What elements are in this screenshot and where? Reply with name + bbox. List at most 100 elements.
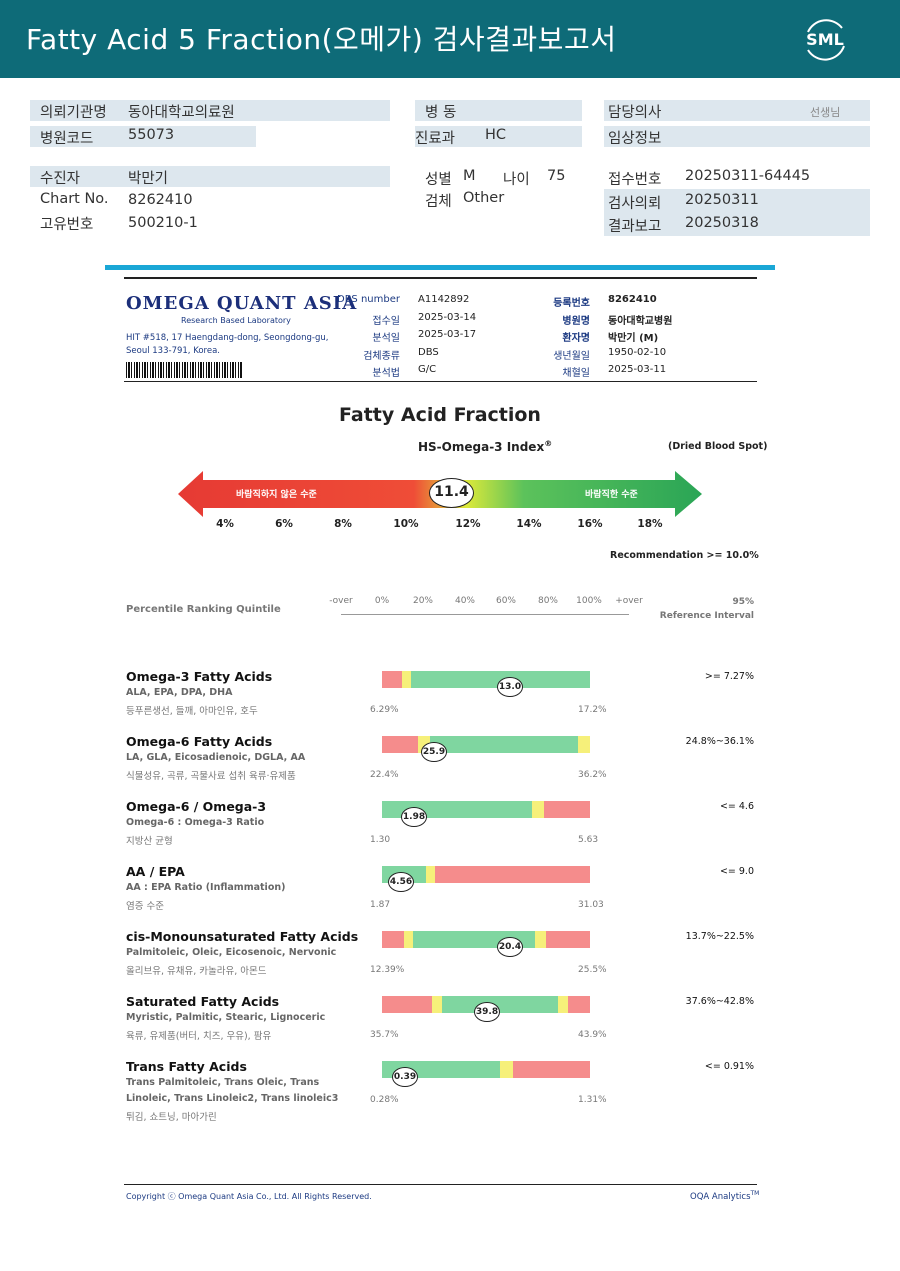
bar-segment bbox=[426, 866, 435, 883]
range-min: 35.7% bbox=[370, 1030, 399, 1040]
range-min: 12.39% bbox=[370, 965, 405, 975]
report-value: 20250318 bbox=[685, 215, 759, 231]
bar-segment bbox=[435, 866, 590, 883]
lab-meta-label: 환자명 bbox=[562, 333, 590, 344]
bar-segment bbox=[442, 996, 558, 1013]
lab-meta-value: 2025-03-17 bbox=[418, 329, 477, 340]
bar-segment bbox=[535, 931, 546, 948]
row-subtitle: Omega-6 : Omega-3 Ratio bbox=[126, 817, 265, 828]
sample-type: (Dried Blood Spot) bbox=[668, 441, 768, 452]
index-tick-label: 18% bbox=[637, 518, 663, 530]
range-max: 36.2% bbox=[578, 770, 607, 780]
lab-bottom-rule bbox=[124, 381, 757, 382]
range-min: 22.4% bbox=[370, 770, 399, 780]
row-foods: 염증 수준 bbox=[126, 901, 164, 912]
age-value: 75 bbox=[547, 168, 566, 184]
footer-brand-sup: TM bbox=[750, 1190, 760, 1197]
patient-label: 수진자 bbox=[40, 171, 81, 187]
bar-segment bbox=[546, 931, 590, 948]
lab-meta-label: 검체종류 bbox=[363, 350, 400, 362]
doctor-label: 담당의사 bbox=[608, 105, 662, 121]
reference-interval: >= 7.27% bbox=[704, 671, 754, 682]
patient-value: 박만기 bbox=[128, 171, 169, 187]
specimen-value: Other bbox=[463, 190, 505, 206]
request-label: 검사의뢰 bbox=[608, 196, 662, 212]
report-title: Fatty Acid 5 Fraction(오메가) 검사결과보고서 bbox=[26, 23, 617, 56]
request-value: 20250311 bbox=[685, 192, 759, 208]
range-min: 6.29% bbox=[370, 705, 399, 715]
bar-segment bbox=[578, 736, 590, 753]
copyright: Copyright ⓒ Omega Quant Asia Co., Ltd. A… bbox=[126, 1192, 372, 1201]
hospital-code-value: 55073 bbox=[128, 127, 175, 143]
bad-level-label: 바람직하지 않은 수준 bbox=[236, 490, 317, 500]
percentile-tick-label: 20% bbox=[412, 596, 433, 606]
lab-meta-value: A1142892 bbox=[418, 294, 470, 305]
lab-meta-label: DBS number bbox=[337, 294, 400, 305]
row-subtitle: Palmitoleic, Oleic, Eicosenoic, Nervonic bbox=[126, 947, 337, 958]
good-level-label: 바람직한 수준 bbox=[585, 490, 638, 500]
unique-label: 고유번호 bbox=[40, 217, 94, 233]
percentile-label: Percentile Ranking Quintile bbox=[126, 604, 281, 615]
bar-segment bbox=[382, 931, 404, 948]
chart-value: 8262410 bbox=[128, 192, 193, 208]
bar-segment bbox=[432, 996, 442, 1013]
value-marker: 25.9 bbox=[421, 742, 447, 762]
percentile-tick-label: 40% bbox=[454, 596, 475, 606]
percentile-bar: 4.56 bbox=[382, 866, 590, 892]
bar-segment bbox=[568, 996, 590, 1013]
lab-address-1: HIT #518, 17 Haengdang-dong, Seongdong-g… bbox=[126, 333, 329, 343]
dept-label: 진료과 bbox=[415, 131, 456, 147]
sml-logo-text: SML bbox=[806, 30, 844, 49]
sex-label: 성별 bbox=[425, 172, 452, 188]
footer-rule bbox=[124, 1184, 757, 1185]
oqa-logo: OMEGA QUANT ASIA bbox=[126, 293, 358, 314]
dept-pill bbox=[415, 126, 582, 147]
range-min: 1.87 bbox=[370, 900, 391, 910]
reference-interval: <= 4.6 bbox=[719, 801, 754, 812]
index-value-marker: 11.4 bbox=[429, 478, 474, 508]
lab-top-rule bbox=[124, 277, 757, 279]
row-foods: 올리브유, 유채유, 카놀라유, 아몬드 bbox=[126, 966, 267, 977]
row-subtitle: ALA, EPA, DPA, DHA bbox=[126, 687, 233, 698]
row-foods: 식물성유, 곡류, 곡물사료 섭취 육류·유제품 bbox=[126, 771, 296, 782]
value-marker: 13.0 bbox=[497, 677, 523, 697]
clinical-label: 임상정보 bbox=[608, 131, 662, 147]
dept-value: HC bbox=[485, 127, 507, 143]
row-foods: 지방산 균형 bbox=[126, 836, 173, 847]
index-tick-label: 8% bbox=[334, 518, 352, 530]
lab-meta-value: 2025-03-14 bbox=[418, 311, 477, 323]
reference-interval: 13.7%~22.5% bbox=[685, 931, 754, 942]
lab-meta-value: 8262410 bbox=[608, 294, 657, 305]
index-subtitle-sup: ® bbox=[544, 439, 553, 448]
lab-meta-value: 동아대학교병원 bbox=[608, 315, 673, 327]
percentile-axis bbox=[341, 614, 629, 615]
row-title: Trans Fatty Acids bbox=[126, 1059, 247, 1074]
age-label: 나이 bbox=[503, 172, 530, 188]
range-min: 1.30 bbox=[370, 835, 391, 845]
patient-pill bbox=[30, 166, 390, 187]
lab-meta-label: 등록번호 bbox=[553, 298, 590, 309]
percentile-bar: 25.9 bbox=[382, 736, 590, 762]
row-foods: 등푸른생선, 들깨, 아마인유, 호두 bbox=[126, 706, 258, 717]
lab-address-2: Seoul 133-791, Korea. bbox=[126, 346, 220, 356]
unique-value: 500210-1 bbox=[128, 215, 198, 231]
index-tick-label: 16% bbox=[577, 518, 603, 530]
bar-segment bbox=[382, 736, 418, 753]
index-tick-label: 10% bbox=[393, 518, 419, 530]
value-marker: 1.98 bbox=[401, 807, 427, 827]
value-marker: 4.56 bbox=[388, 872, 414, 892]
report-header: Fatty Acid 5 Fraction(오메가) 검사결과보고서 SML bbox=[0, 0, 900, 78]
row-foods: 튀김, 쇼트닝, 마아가린 bbox=[126, 1112, 217, 1123]
row-foods: 육류, 유제품(버터, 치즈, 우유), 팜유 bbox=[126, 1031, 272, 1042]
row-subtitle: LA, GLA, Eicosadienoic, DGLA, AA bbox=[126, 752, 306, 763]
receipt-value: 20250311-64445 bbox=[685, 168, 811, 184]
range-max: 25.5% bbox=[578, 965, 607, 975]
row-subtitle: Myristic, Palmitic, Stearic, Lignoceric bbox=[126, 1012, 326, 1023]
value-marker: 39.8 bbox=[474, 1002, 500, 1022]
percentile-bar: 0.39 bbox=[382, 1061, 590, 1087]
lab-meta-label: 분석법 bbox=[372, 368, 400, 379]
institution-pill bbox=[30, 100, 390, 121]
bar-segment bbox=[544, 801, 590, 818]
lab-meta-value: G/C bbox=[418, 364, 437, 375]
receipt-label: 접수번호 bbox=[608, 172, 662, 188]
